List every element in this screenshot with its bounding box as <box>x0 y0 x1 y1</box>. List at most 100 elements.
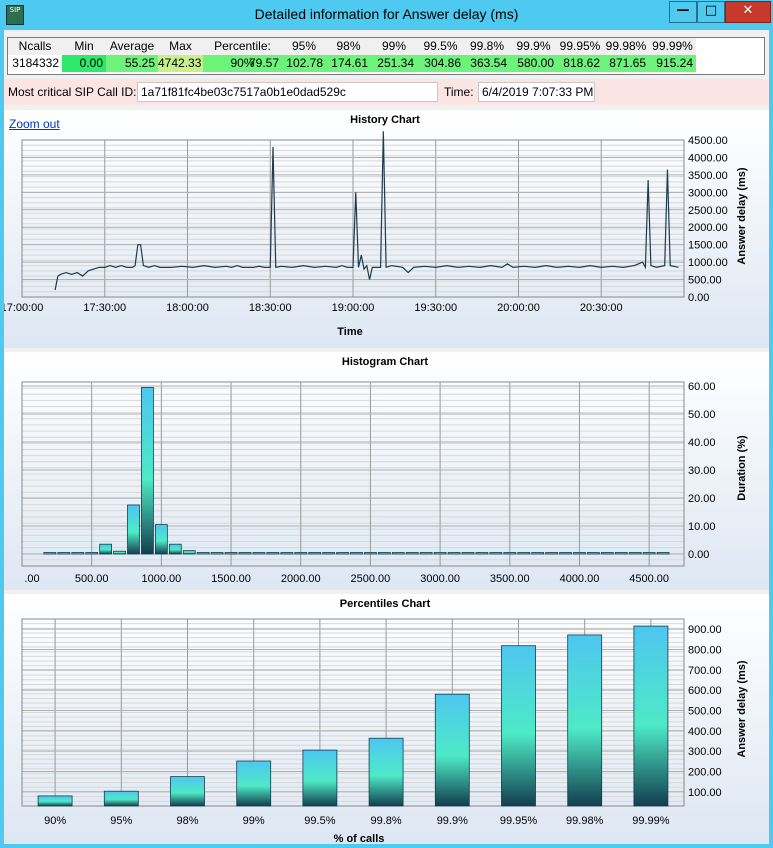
histogram-bar <box>308 552 322 555</box>
histogram-bar <box>475 552 489 555</box>
stat-header: Max <box>158 38 203 55</box>
histogram-bar <box>405 552 419 555</box>
x-tick-label: 17:00:00 <box>4 302 43 314</box>
x-tick-label: 19:30:00 <box>414 302 457 314</box>
chart-title: History Chart <box>350 114 420 126</box>
histogram-bar <box>196 552 210 555</box>
history-chart-panel: History Chart 17:00:00 17:30:00 18:00:00 18:… <box>1 110 769 348</box>
plot-border <box>21 139 685 298</box>
histogram-bar <box>266 552 280 555</box>
history-chart[interactable]: History Chart 17:00:00 17:30:00 18:00:00 18:… <box>1 110 769 348</box>
stat-value: 102.78 <box>282 55 326 72</box>
plot-border <box>21 618 685 807</box>
percentile-bar <box>37 795 73 807</box>
x-tick-label: 500.00 <box>75 573 109 585</box>
y-axis-label: Answer delay (ms) <box>736 660 748 758</box>
percentile-bar <box>434 693 470 807</box>
close-button[interactable]: ✕ <box>725 1 771 23</box>
y-tick-label: 500.00 <box>688 275 722 287</box>
y-tick-label: 40.00 <box>688 437 716 449</box>
x-tick-label: .00 <box>24 573 39 585</box>
stat-value: 818.62 <box>557 55 603 72</box>
y-tick-label: 600.00 <box>688 685 722 697</box>
stat-value: 251.34 <box>371 55 417 72</box>
chart-title: Percentiles Chart <box>340 598 431 610</box>
stat-column: 99% 251.34 <box>371 38 417 74</box>
y-tick-label: 2000.00 <box>688 222 728 234</box>
y-tick-label: 3000.00 <box>688 187 728 199</box>
chart-title: Histogram Chart <box>342 356 429 368</box>
window-title: Detailed information for Answer delay (m… <box>254 6 519 22</box>
stat-header: Ncalls <box>8 38 62 55</box>
stat-column: 98% 174.61 <box>326 38 371 74</box>
percentiles-chart[interactable]: Percentiles Chart 900.00 800.00 700.00 600.0… <box>4 594 769 845</box>
histogram-chart[interactable]: Histogram Chart .00 500.00 1000.00 1500.00 20… <box>4 352 769 603</box>
histogram-bar <box>224 552 238 555</box>
x-tick-label: 20:00:00 <box>497 302 540 314</box>
stat-value: 915.24 <box>649 55 696 72</box>
percentile-bar <box>501 645 536 807</box>
stat-header: 99.95% <box>557 38 603 55</box>
x-axis-label: % of calls <box>334 833 385 844</box>
time-label: Time: <box>444 85 474 99</box>
y-tick-label: 30.00 <box>688 465 716 477</box>
histogram-bar <box>531 552 545 555</box>
y-tick-label: 1500.00 <box>688 240 728 252</box>
histogram-bar <box>99 543 112 555</box>
histogram-bar <box>461 552 475 555</box>
stat-column: 99.8% 363.54 <box>464 38 510 74</box>
x-tick-label: 99.9% <box>437 815 468 827</box>
client-area: Ncalls 3184332 Min 0.00 Average 55.25 Max 4742.… <box>1 30 769 845</box>
histogram-bar <box>322 552 335 555</box>
stat-column: Percentile: 90% 79.57 <box>203 38 282 74</box>
stat-column: 99.9% 580.00 <box>510 38 557 74</box>
y-tick-label: 0.00 <box>688 292 709 304</box>
y-axis-label: Duration (%) <box>736 435 748 501</box>
histogram-bar <box>628 552 642 555</box>
x-tick-label: 99.98% <box>566 815 604 827</box>
histogram-bar <box>141 387 154 555</box>
percentile-bar <box>633 625 669 807</box>
stat-header: 98% <box>326 38 371 55</box>
call-id-field[interactable]: 1a71f81fc4be03c7517a0b1e0dad529c <box>137 82 438 102</box>
histogram-bar <box>127 504 140 555</box>
histogram-bar <box>364 552 377 555</box>
histogram-bar <box>573 552 586 555</box>
histogram-chart-panel: Histogram Chart .00 500.00 1000.00 1500.00 20… <box>4 352 769 603</box>
stat-value: 174.61 <box>326 55 371 72</box>
histogram-bar <box>642 552 656 555</box>
histogram-bar <box>57 552 71 555</box>
y-axis-label: Answer delay (ms) <box>736 167 748 265</box>
x-tick-label: 2000.00 <box>281 573 321 585</box>
stat-value: 304.86 <box>417 55 464 72</box>
histogram-bar <box>600 552 614 555</box>
histogram-bar <box>377 552 391 555</box>
histogram-bar <box>252 552 266 555</box>
y-tick-label: 10.00 <box>688 521 716 533</box>
zoom-out-link[interactable]: Zoom out <box>9 117 60 131</box>
histogram-bar <box>350 552 363 555</box>
y-tick-label: 900.00 <box>688 624 722 636</box>
stat-column: 99.98% 871.65 <box>603 38 649 74</box>
histogram-bar <box>113 550 126 555</box>
stat-header: 99.8% <box>464 38 510 55</box>
y-tick-label: 0.00 <box>688 549 709 561</box>
y-tick-label: 2500.00 <box>688 205 728 217</box>
histogram-bar <box>419 552 433 555</box>
stat-value: 55.25 <box>106 55 158 72</box>
y-tick-label: 800.00 <box>688 644 722 656</box>
maximize-button[interactable]: □ <box>697 1 725 23</box>
histogram-bar <box>656 552 670 555</box>
minimize-button[interactable]: — <box>669 1 697 23</box>
stat-column: 99.95% 818.62 <box>557 38 603 74</box>
y-tick-label: 20.00 <box>688 493 716 505</box>
time-field[interactable]: 6/4/2019 7:07:33 PM <box>478 82 595 102</box>
stat-header: Percentile: 90% <box>203 38 282 70</box>
x-tick-label: 90% <box>44 815 66 827</box>
plot-border <box>21 381 685 567</box>
x-axis-label: Time <box>337 326 362 338</box>
percentile-bar <box>368 737 404 807</box>
x-tick-label: 3000.00 <box>420 573 460 585</box>
y-tick-label: 3500.00 <box>688 170 728 182</box>
histogram-bar <box>182 550 196 555</box>
